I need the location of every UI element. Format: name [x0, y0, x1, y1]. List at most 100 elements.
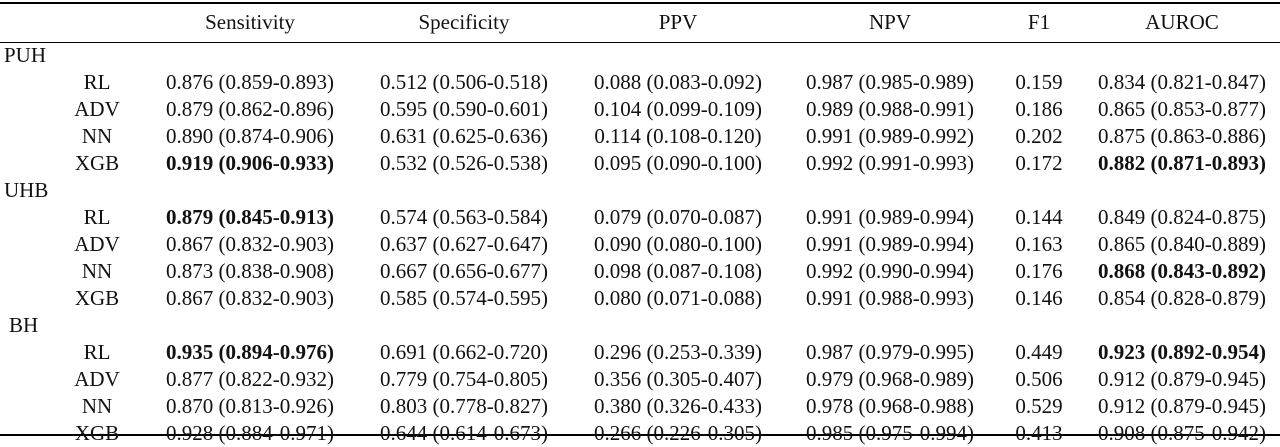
sensitivity-cell: 0.879 (0.845-0.913)	[166, 205, 334, 229]
table-row: RL 0.876 (0.859-0.893) 0.512 (0.506-0.51…	[0, 69, 1280, 96]
npv-cell: 0.987 (0.979-0.995)	[806, 340, 974, 364]
npv-cell: 0.991 (0.989-0.994)	[806, 205, 974, 229]
table-row: XGB 0.919 (0.906-0.933) 0.532 (0.526-0.5…	[0, 150, 1280, 177]
sensitivity-cell: 0.935 (0.894-0.976)	[166, 340, 334, 364]
group-label: UHB	[4, 178, 49, 202]
auroc-cell: 0.875 (0.863-0.886)	[1098, 124, 1266, 148]
auroc-cell: 0.865 (0.840-0.889)	[1098, 232, 1266, 256]
auroc-cell: 0.912 (0.879-0.945)	[1098, 367, 1266, 391]
ppv-cell: 0.114 (0.108-0.120)	[594, 124, 762, 148]
auroc-cell: 0.912 (0.879-0.945)	[1098, 394, 1266, 418]
model-label: XGB	[74, 421, 120, 445]
specificity-cell: 0.574 (0.563-0.584)	[380, 205, 548, 229]
f1-cell: 0.449	[1015, 340, 1063, 364]
npv-cell: 0.992 (0.990-0.994)	[806, 259, 974, 283]
header-row: Sensitivity Specificity PPV NPV F1 AUROC	[0, 3, 1280, 42]
sensitivity-cell: 0.867 (0.832-0.903)	[166, 286, 334, 310]
specificity-cell: 0.779 (0.754-0.805)	[380, 367, 548, 391]
specificity-cell: 0.637 (0.627-0.647)	[380, 232, 548, 256]
auroc-cell: 0.868 (0.843-0.892)	[1098, 259, 1266, 283]
header-empty	[52, 3, 142, 42]
npv-cell: 0.991 (0.988-0.993)	[806, 286, 974, 310]
ppv-cell: 0.098 (0.087-0.108)	[594, 259, 762, 283]
sensitivity-cell: 0.879 (0.862-0.896)	[166, 97, 334, 121]
model-label: ADV	[74, 367, 120, 391]
specificity-cell: 0.667 (0.656-0.677)	[380, 259, 548, 283]
ppv-cell: 0.380 (0.326-0.433)	[594, 394, 762, 418]
model-label: RL	[83, 205, 111, 229]
npv-cell: 0.985 (0.975-0.994)	[806, 421, 974, 445]
auroc-cell: 0.882 (0.871-0.893)	[1098, 151, 1266, 175]
specificity-cell: 0.595 (0.590-0.601)	[380, 97, 548, 121]
model-label: XGB	[74, 151, 120, 175]
table-row: RL 0.879 (0.845-0.913) 0.574 (0.563-0.58…	[0, 204, 1280, 231]
header-sensitivity: Sensitivity	[205, 10, 295, 34]
specificity-cell: 0.644 (0.614-0.673)	[380, 421, 548, 445]
model-label: ADV	[74, 97, 120, 121]
f1-cell: 0.159	[1015, 70, 1063, 94]
table-row: ADV 0.867 (0.832-0.903) 0.637 (0.627-0.6…	[0, 231, 1280, 258]
table-row: NN 0.890 (0.874-0.906) 0.631 (0.625-0.63…	[0, 123, 1280, 150]
table-row: ADV 0.879 (0.862-0.896) 0.595 (0.590-0.6…	[0, 96, 1280, 123]
auroc-cell: 0.854 (0.828-0.879)	[1098, 286, 1266, 310]
model-label: NN	[81, 259, 113, 283]
ppv-cell: 0.296 (0.253-0.339)	[594, 340, 762, 364]
bottom-rule	[0, 434, 1280, 436]
f1-cell: 0.172	[1015, 151, 1063, 175]
f1-cell: 0.186	[1015, 97, 1063, 121]
npv-cell: 0.979 (0.968-0.989)	[806, 367, 974, 391]
npv-cell: 0.991 (0.989-0.992)	[806, 124, 974, 148]
auroc-cell: 0.834 (0.821-0.847)	[1098, 70, 1266, 94]
group-row-uhb: UHB	[0, 177, 1280, 204]
f1-cell: 0.413	[1015, 421, 1063, 445]
group-row-bh: BH	[0, 312, 1280, 339]
header-npv: NPV	[868, 10, 911, 34]
ppv-cell: 0.356 (0.305-0.407)	[594, 367, 762, 391]
specificity-cell: 0.803 (0.778-0.827)	[380, 394, 548, 418]
npv-cell: 0.992 (0.991-0.993)	[806, 151, 974, 175]
sensitivity-cell: 0.867 (0.832-0.903)	[166, 232, 334, 256]
sensitivity-cell: 0.890 (0.874-0.906)	[166, 124, 334, 148]
header-rule	[0, 42, 1280, 43]
model-label: XGB	[74, 286, 120, 310]
model-label: NN	[81, 394, 113, 418]
f1-cell: 0.529	[1015, 394, 1063, 418]
ppv-cell: 0.095 (0.090-0.100)	[594, 151, 762, 175]
sensitivity-cell: 0.928 (0.884-0.971)	[166, 421, 334, 445]
header-empty	[0, 3, 52, 42]
sensitivity-cell: 0.876 (0.859-0.893)	[166, 70, 334, 94]
npv-cell: 0.989 (0.988-0.991)	[806, 97, 974, 121]
auroc-cell: 0.908 (0.875-0.942)	[1098, 421, 1266, 445]
specificity-cell: 0.512 (0.506-0.518)	[380, 70, 548, 94]
group-row-puh: PUH	[0, 42, 1280, 69]
header-f1: F1	[1027, 10, 1051, 34]
sensitivity-cell: 0.870 (0.813-0.926)	[166, 394, 334, 418]
header-auroc: AUROC	[1145, 10, 1219, 34]
header-ppv: PPV	[658, 10, 698, 34]
ppv-cell: 0.090 (0.080-0.100)	[594, 232, 762, 256]
ppv-cell: 0.088 (0.083-0.092)	[594, 70, 762, 94]
sensitivity-cell: 0.877 (0.822-0.932)	[166, 367, 334, 391]
table-row: NN 0.870 (0.813-0.926) 0.803 (0.778-0.82…	[0, 393, 1280, 420]
ppv-cell: 0.266 (0.226-0.305)	[594, 421, 762, 445]
npv-cell: 0.987 (0.985-0.989)	[806, 70, 974, 94]
model-label: RL	[83, 340, 111, 364]
model-label: RL	[83, 70, 111, 94]
f1-cell: 0.176	[1015, 259, 1063, 283]
table-row: XGB 0.928 (0.884-0.971) 0.644 (0.614-0.6…	[0, 420, 1280, 447]
npv-cell: 0.991 (0.989-0.994)	[806, 232, 974, 256]
f1-cell: 0.163	[1015, 232, 1063, 256]
model-label: NN	[81, 124, 113, 148]
top-rule	[0, 2, 1280, 4]
specificity-cell: 0.532 (0.526-0.538)	[380, 151, 548, 175]
f1-cell: 0.144	[1015, 205, 1063, 229]
group-label: BH	[9, 313, 39, 337]
ppv-cell: 0.104 (0.099-0.109)	[594, 97, 762, 121]
sensitivity-cell: 0.919 (0.906-0.933)	[166, 151, 334, 175]
sensitivity-cell: 0.873 (0.838-0.908)	[166, 259, 334, 283]
group-label: PUH	[4, 43, 47, 67]
f1-cell: 0.202	[1015, 124, 1063, 148]
table-row: NN 0.873 (0.838-0.908) 0.667 (0.656-0.67…	[0, 258, 1280, 285]
ppv-cell: 0.079 (0.070-0.087)	[594, 205, 762, 229]
